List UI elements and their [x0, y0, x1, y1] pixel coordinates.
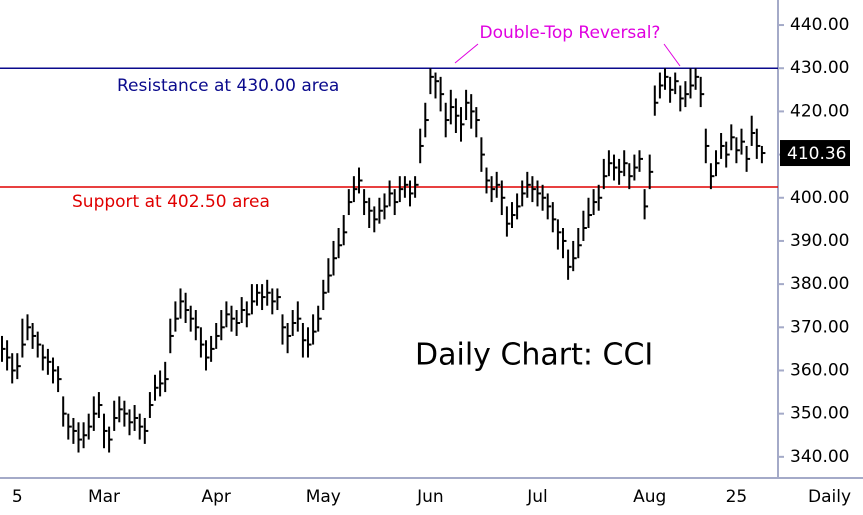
y-tick-label: 370.00	[790, 317, 849, 337]
y-tick-label: 430.00	[790, 58, 849, 78]
annotation-pointer	[663, 43, 681, 67]
reference-label: Support at 402.50 area	[72, 192, 270, 212]
last-price-label: 410.36	[787, 144, 846, 164]
y-tick-label: 350.00	[790, 404, 849, 424]
y-tick-label: 440.00	[790, 15, 849, 35]
annotation-pointer	[454, 43, 479, 64]
y-tick-label: 360.00	[790, 360, 849, 380]
last-price-box	[780, 140, 850, 167]
x-axis-label: Daily	[808, 487, 851, 507]
x-tick-label: Apr	[201, 487, 230, 507]
x-tick-label: Jul	[526, 487, 548, 507]
x-tick-label: Jun	[416, 487, 444, 507]
chart-title: Daily Chart: CCI	[415, 338, 653, 373]
y-tick-label: 340.00	[790, 447, 849, 467]
x-tick-label: 25	[726, 487, 748, 507]
x-tick-label: May	[306, 487, 341, 507]
y-tick-label: 380.00	[790, 274, 849, 294]
annotation: Double-Top Reversal?	[480, 23, 661, 43]
y-tick-label: 390.00	[790, 231, 849, 251]
y-tick-label: 420.00	[790, 101, 849, 121]
x-tick-label: 5	[12, 487, 23, 507]
x-tick-label: Aug	[633, 487, 666, 507]
reference-label: Resistance at 430.00 area	[117, 76, 339, 96]
y-tick-label: 400.00	[790, 188, 849, 208]
x-tick-label: Mar	[88, 487, 120, 507]
